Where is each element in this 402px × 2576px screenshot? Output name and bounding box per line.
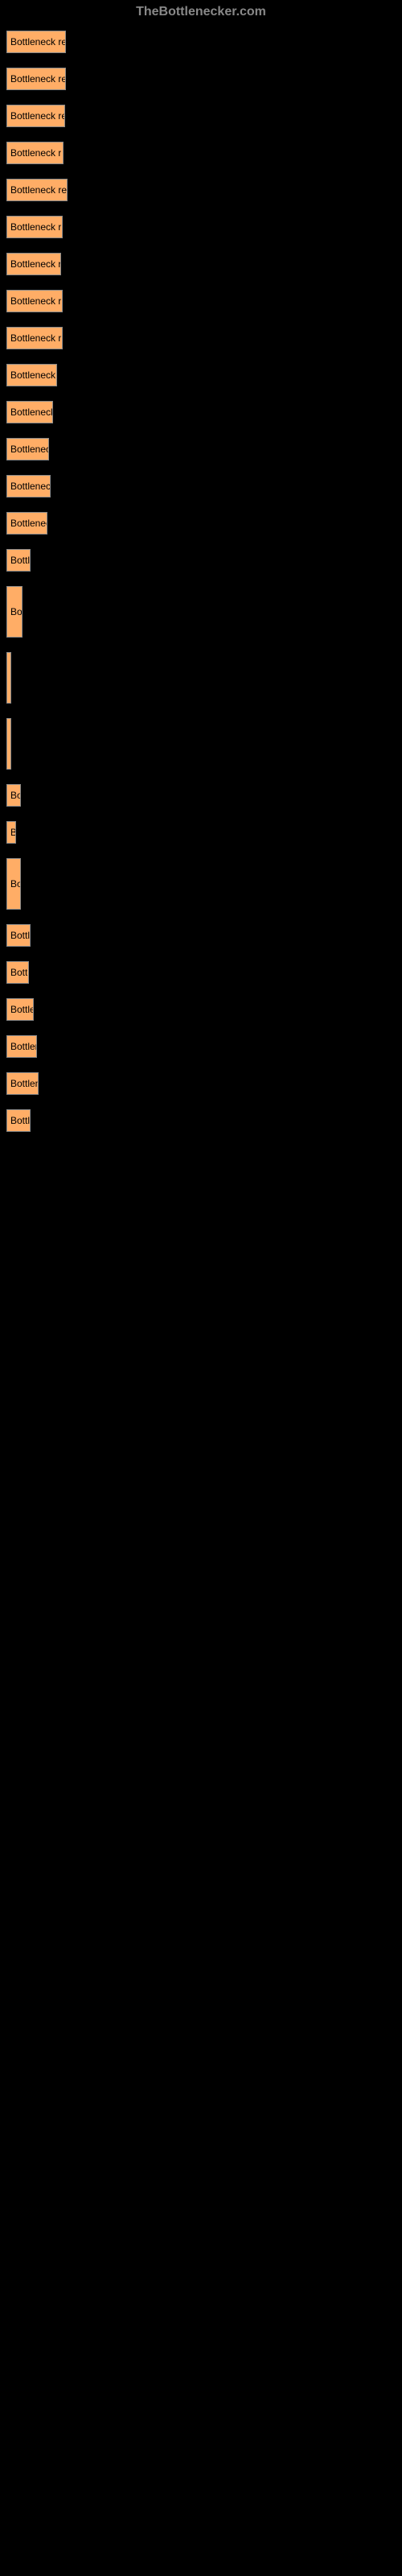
site-header: TheBottlenecker.com xyxy=(0,0,402,24)
bar: Bott xyxy=(6,961,29,984)
bar: Bottleneck r xyxy=(6,216,63,238)
bar-row xyxy=(6,652,396,704)
bar-label: Bottl xyxy=(10,1115,30,1126)
bar-label: Bottlenec xyxy=(10,481,50,492)
bar-label: Bottleneck r xyxy=(10,221,61,233)
bar-row: Bottleneck re xyxy=(6,179,396,201)
bar-row: Bottl xyxy=(6,924,396,947)
bar-row: Bottleneck re xyxy=(6,105,396,127)
bar-label: Bottl xyxy=(10,555,30,566)
bar-label: Bott xyxy=(10,967,27,978)
bar: Bo xyxy=(6,784,21,807)
bar-label: Bottleneck re xyxy=(10,36,65,47)
bar: Bottlen xyxy=(6,1072,39,1095)
bar: Bottl xyxy=(6,549,31,572)
bar-label: Bottlenec xyxy=(10,518,47,529)
bar-row: Bottl xyxy=(6,1109,396,1132)
bar-row: Bottleneck r xyxy=(6,142,396,164)
bar-row: Bottleneck re xyxy=(6,31,396,53)
bar-label: Bo xyxy=(10,878,20,890)
bar-row: Bottlen xyxy=(6,1072,396,1095)
bar: Bottleneck re xyxy=(6,68,66,90)
chart-container: Bottleneck re Bottleneck re Bottleneck re B… xyxy=(0,24,402,1153)
bar: Bottleneck r xyxy=(6,290,63,312)
bar: Bottleneck re xyxy=(6,31,66,53)
bar-label: Bottleneck r xyxy=(10,332,61,344)
bar-row: Bottleneck r xyxy=(6,327,396,349)
bar-label: Bottleneck xyxy=(10,407,52,418)
bar-label: Bo xyxy=(10,606,22,617)
bar: Bottlenec xyxy=(6,475,51,497)
bar-row: Bottleneck re xyxy=(6,68,396,90)
bar: Bottler xyxy=(6,1035,37,1058)
bar-label: Bottleneck re xyxy=(10,110,64,122)
bar: Bottl xyxy=(6,1109,31,1132)
bar: Bo xyxy=(6,586,23,638)
bar-row: Bo xyxy=(6,784,396,807)
bar: Bo xyxy=(6,858,21,910)
bar: Bottl xyxy=(6,924,31,947)
bar-row: Bottleneck r xyxy=(6,216,396,238)
bar: Bottle xyxy=(6,998,34,1021)
bar: Bottleneck r xyxy=(6,142,64,164)
bar-row: Bottleneck xyxy=(6,364,396,386)
bar-label: Bottlen xyxy=(10,1078,38,1089)
bar-label: Bo xyxy=(10,790,20,801)
bar-label: Bottleneck r xyxy=(10,258,60,270)
bar: Bottleneck r xyxy=(6,327,63,349)
bar-row: Bottl xyxy=(6,549,396,572)
bar: B xyxy=(6,821,16,844)
bar-row: Bottleneck r xyxy=(6,290,396,312)
bar: Bottlenec xyxy=(6,438,49,460)
bar-row: Bottle xyxy=(6,998,396,1021)
bar-row: Bottlenec xyxy=(6,438,396,460)
bar: Bottleneck r xyxy=(6,253,61,275)
bar-label: Bottleneck r xyxy=(10,147,61,159)
bar-label: B xyxy=(10,827,15,838)
bar-row: Bottlenec xyxy=(6,475,396,497)
bar-label: Bottl xyxy=(10,930,30,941)
bar: Bottleneck xyxy=(6,364,57,386)
bar-label: Bottleneck xyxy=(10,369,55,381)
bar-row: Bottlenec xyxy=(6,512,396,535)
bar-row xyxy=(6,718,396,770)
bar-row: Bo xyxy=(6,858,396,910)
bar xyxy=(6,652,11,704)
bar-row: Bottleneck r xyxy=(6,253,396,275)
bar-row: B xyxy=(6,821,396,844)
bar: Bottleneck re xyxy=(6,105,65,127)
bar xyxy=(6,718,11,770)
bar: Bottleneck re xyxy=(6,179,68,201)
bar-row: Bottleneck xyxy=(6,401,396,423)
bar-label: Bottleneck re xyxy=(10,73,65,85)
bar-label: Bottleneck r xyxy=(10,295,61,307)
bar-label: Bottleneck re xyxy=(10,184,67,196)
bar-row: Bottler xyxy=(6,1035,396,1058)
bar: Bottlenec xyxy=(6,512,47,535)
bar: Bottleneck xyxy=(6,401,53,423)
bar-label: Bottle xyxy=(10,1004,33,1015)
bar-row: Bo xyxy=(6,586,396,638)
header-title: TheBottlenecker.com xyxy=(136,5,266,19)
bar-row: Bott xyxy=(6,961,396,984)
bar-label: Bottlenec xyxy=(10,444,48,455)
bar-label: Bottler xyxy=(10,1041,36,1052)
